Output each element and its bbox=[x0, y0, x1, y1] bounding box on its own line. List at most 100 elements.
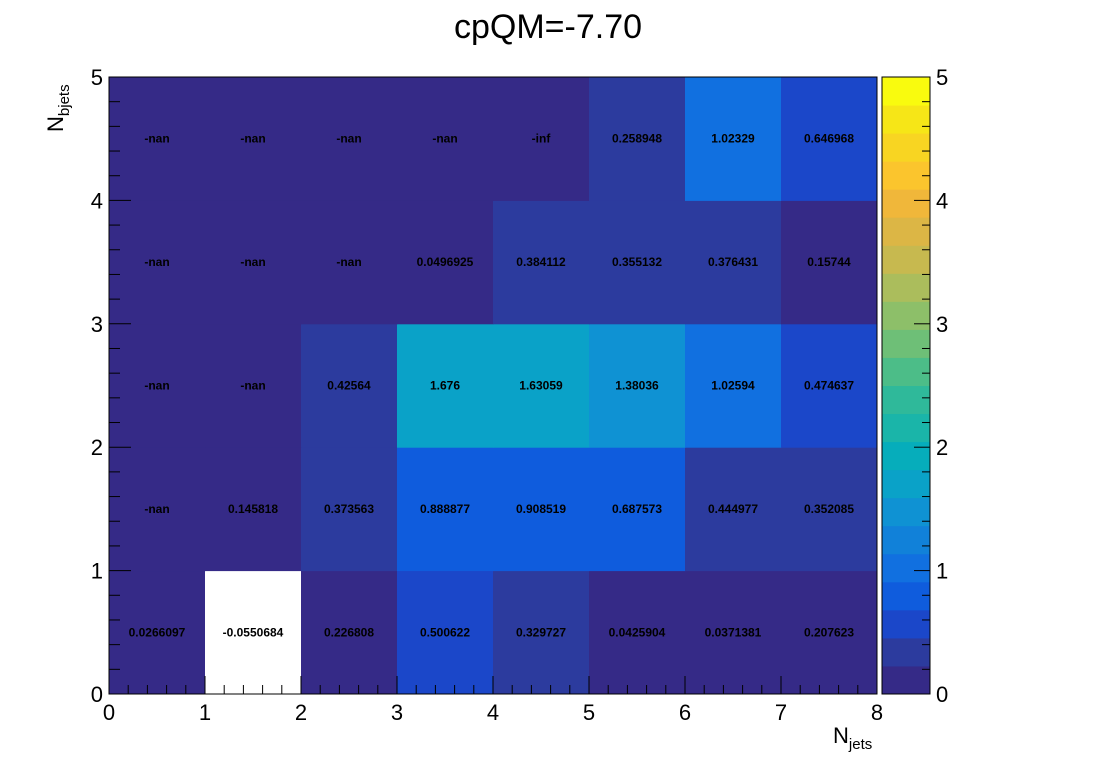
heatmap-cell bbox=[685, 77, 782, 201]
y-tick-label: 4 bbox=[91, 188, 103, 213]
heatmap-cell bbox=[781, 323, 878, 448]
colorbar-segment bbox=[882, 357, 930, 386]
colorbar-segment bbox=[882, 301, 930, 330]
cell-value-label: 0.0371381 bbox=[705, 625, 762, 639]
colorbar-segment bbox=[882, 581, 930, 611]
y-tick-label: 0 bbox=[91, 682, 103, 707]
heatmap-cell bbox=[685, 200, 782, 325]
heatmap-cell bbox=[781, 200, 878, 325]
y-axis-label-main: N bbox=[43, 116, 68, 132]
cell-value-label: 0.42564 bbox=[327, 379, 371, 393]
y-axis-label-sub: bjets bbox=[56, 84, 73, 116]
cell-value-label: 0.329727 bbox=[516, 625, 566, 639]
colorbar-segment bbox=[882, 77, 930, 106]
heatmap-cell bbox=[493, 570, 590, 695]
colorbar-segment bbox=[882, 273, 930, 302]
heatmap-cell bbox=[205, 323, 302, 448]
cell-value-label: 0.352085 bbox=[804, 502, 854, 516]
x-axis-label: Njets bbox=[833, 723, 872, 753]
heatmap-cell bbox=[781, 447, 878, 572]
x-axis-label-main: N bbox=[833, 723, 849, 748]
x-axis-ticks: 0 1 2 3 4 5 6 7 8 bbox=[103, 676, 883, 725]
heatmap-cell bbox=[109, 570, 206, 695]
cell-value-label: 0.15744 bbox=[807, 255, 851, 269]
colorbar-segment bbox=[882, 497, 930, 527]
cell-value-label: 0.908519 bbox=[516, 502, 566, 516]
heatmap-cell bbox=[589, 323, 686, 448]
cell-value-label: 0.0425904 bbox=[609, 625, 666, 639]
heatmap-cell bbox=[301, 570, 398, 695]
heatmap-cell bbox=[109, 200, 206, 325]
heatmap-cell bbox=[685, 570, 782, 695]
heatmap-cell bbox=[109, 77, 206, 201]
colorbar-tick-label: 2 bbox=[936, 435, 948, 460]
cell-value-label: 0.145818 bbox=[228, 502, 278, 516]
heatmap-cell bbox=[493, 323, 590, 448]
colorbar-tick-label: 4 bbox=[936, 188, 948, 213]
colorbar-segment bbox=[882, 189, 930, 218]
x-tick-label: 0 bbox=[103, 700, 115, 725]
cell-value-label: 0.355132 bbox=[612, 255, 662, 269]
cell-value-label: 1.63059 bbox=[519, 379, 563, 393]
cell-value-label: 0.444977 bbox=[708, 502, 758, 516]
heatmap-cell bbox=[781, 570, 878, 695]
cell-value-label: -nan bbox=[144, 132, 169, 146]
heatmap-cell bbox=[109, 447, 206, 572]
heatmap-cell bbox=[493, 77, 590, 201]
colorbar-segment bbox=[882, 525, 930, 555]
x-tick-label: 8 bbox=[871, 700, 883, 725]
cell-value-label: 0.373563 bbox=[324, 502, 374, 516]
heatmap-cell bbox=[397, 447, 494, 572]
heatmap-cell bbox=[109, 323, 206, 448]
y-axis-label: Nbjets bbox=[43, 84, 73, 132]
heatmap-cell bbox=[397, 570, 494, 695]
heatmap-cell bbox=[301, 323, 398, 448]
colorbar-tick-label: 0 bbox=[936, 682, 948, 707]
x-tick-label: 1 bbox=[199, 700, 211, 725]
cell-value-label: -nan bbox=[240, 132, 265, 146]
heatmap-cell bbox=[493, 447, 590, 572]
heatmap-cell bbox=[301, 447, 398, 572]
heatmap-cell bbox=[589, 447, 686, 572]
y-tick-label: 2 bbox=[91, 435, 103, 460]
heatmap-cells bbox=[109, 77, 878, 695]
colorbar-segment bbox=[882, 105, 930, 134]
cell-value-label: -nan bbox=[336, 255, 361, 269]
x-tick-label: 2 bbox=[295, 700, 307, 725]
colorbar-frame bbox=[881, 76, 931, 695]
heatmap-cell bbox=[781, 77, 878, 201]
cell-value-label: 0.646968 bbox=[804, 132, 854, 146]
cell-value-label: -inf bbox=[532, 132, 552, 146]
heatmap-cell bbox=[301, 200, 398, 325]
heatmap-cell bbox=[205, 447, 302, 572]
cell-value-labels: 0.0266097 -0.0550684 0.226808 0.500622 0.329… bbox=[129, 132, 855, 640]
x-tick-label: 6 bbox=[679, 700, 691, 725]
heatmap-cell bbox=[685, 323, 782, 448]
cell-value-label: 0.474637 bbox=[804, 379, 854, 393]
colorbar-segment bbox=[882, 133, 930, 162]
colorbar-tick-label: 3 bbox=[936, 312, 948, 337]
cell-value-label: -nan bbox=[336, 132, 361, 146]
cell-value-label: -nan bbox=[240, 255, 265, 269]
colorbar-segment bbox=[882, 609, 930, 639]
cell-value-label: 0.500622 bbox=[420, 625, 470, 639]
heatmap-cell bbox=[397, 77, 494, 201]
colorbar-tick-label: 5 bbox=[936, 65, 948, 90]
colorbar-segment bbox=[882, 329, 930, 358]
colorbar-segment bbox=[882, 637, 930, 667]
colorbar: 0 1 2 3 4 5 bbox=[881, 65, 948, 707]
cell-value-label: 0.0266097 bbox=[129, 625, 186, 639]
y-axis-label-group: Nbjets bbox=[43, 84, 73, 132]
colorbar-segment bbox=[882, 385, 930, 415]
heatmap-cell bbox=[205, 570, 302, 695]
colorbar-segment bbox=[882, 665, 930, 695]
y-axis-ticks: 0 1 2 3 4 5 bbox=[91, 65, 131, 707]
colorbar-tick-label: 1 bbox=[936, 559, 948, 584]
colorbar-segment bbox=[882, 217, 930, 246]
cell-value-label: 0.384112 bbox=[516, 255, 566, 269]
heatmap-cell bbox=[397, 200, 494, 325]
x-tick-label: 3 bbox=[391, 700, 403, 725]
heatmap-cell bbox=[589, 200, 686, 325]
cell-value-label: 0.888877 bbox=[420, 502, 470, 516]
